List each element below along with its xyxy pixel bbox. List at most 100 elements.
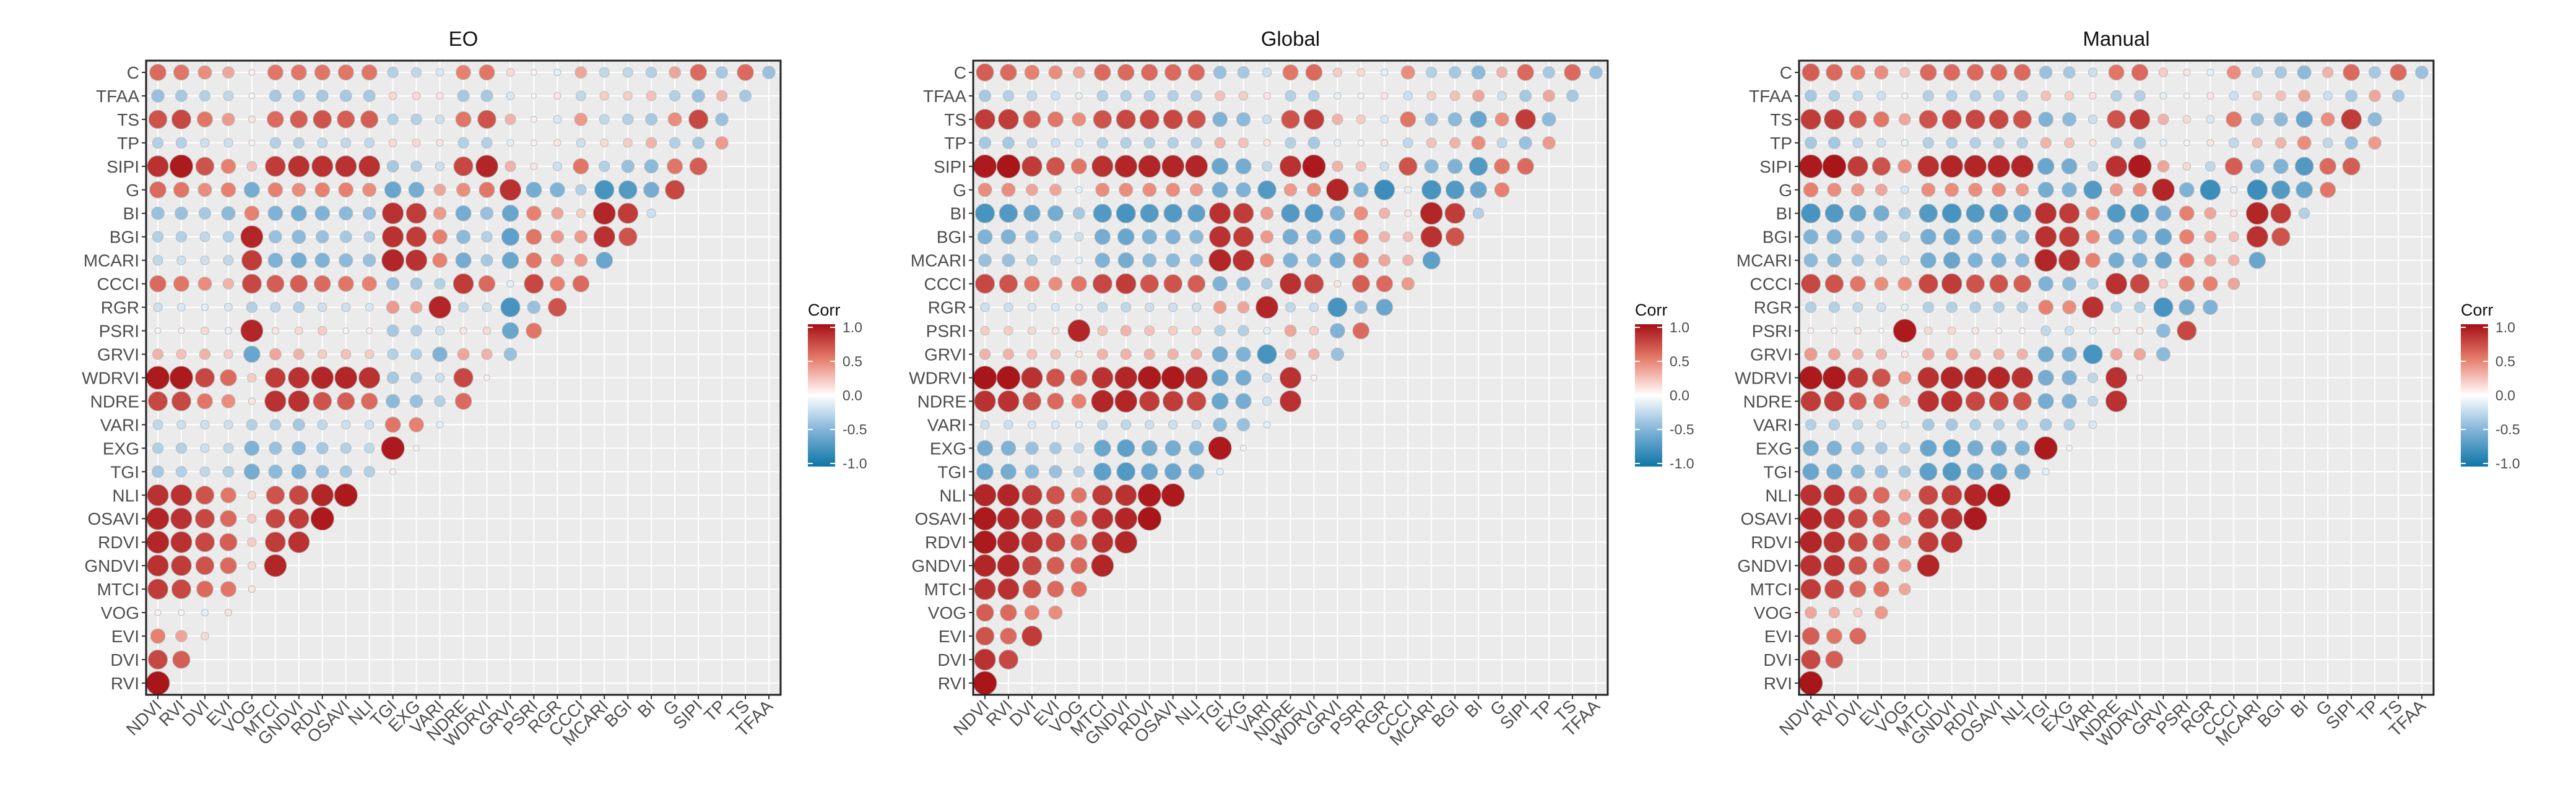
corr-circle-ccci-nli xyxy=(2013,275,2032,293)
corr-circle-bgi-bgi xyxy=(618,227,638,247)
corr-circle-bi-mcari xyxy=(592,202,616,225)
corr-circle-c-ndvi xyxy=(1802,63,1820,82)
corr-circle-grvi-exg xyxy=(410,348,422,360)
corr-circle-tp-bgi xyxy=(1449,137,1461,149)
corr-circle-rgr-rgr xyxy=(1376,298,1394,316)
corr-circle-wdrvi-gndvi xyxy=(1114,366,1138,389)
corr-circle-ts-bgi xyxy=(1447,112,1462,127)
corr-circle-evi-dvi xyxy=(1021,626,1043,647)
corr-circle-ts-rgr xyxy=(2206,115,2215,124)
corr-circle-bgi-grvi xyxy=(1329,228,1346,245)
corr-circle-bi-rgr xyxy=(2204,207,2217,220)
corr-circle-exg-evi xyxy=(223,442,234,454)
corr-circle-mcari-gndvi xyxy=(1117,252,1134,269)
corr-circle-exg-exg xyxy=(1240,445,1247,452)
corr-circle-ndre-evi xyxy=(1047,392,1064,410)
corr-circle-rdvi-dvi xyxy=(194,532,215,553)
corr-circle-sipi-dvi xyxy=(1847,155,1868,177)
corr-circle-exg-dvi xyxy=(1025,441,1039,455)
corr-circle-grvi-exg xyxy=(2062,347,2077,362)
corr-circle-c-gndvi xyxy=(1943,64,1961,81)
corr-circle-bi-exg xyxy=(405,202,427,224)
corr-circle-g-g xyxy=(1494,182,1510,198)
corr-circle-gndvi-mtci xyxy=(264,554,287,577)
corr-circle-exg-evi xyxy=(1875,442,1888,455)
corr-circle-vari-vog xyxy=(1075,421,1083,429)
corr-circle-sipi-ccci xyxy=(573,158,589,174)
corr-circle-mcari-rgr xyxy=(2204,254,2217,267)
corr-circle-tgi-dvi xyxy=(199,466,210,477)
corr-circle-tp-osavi xyxy=(1993,137,2005,149)
corr-circle-bgi-exg xyxy=(405,226,427,248)
corr-circle-sipi-ndvi xyxy=(147,155,169,178)
corr-circle-wdrvi-rdvi xyxy=(1964,366,1987,389)
corr-circle-mcari-rvi xyxy=(1002,254,1015,267)
corr-circle-ts-vari xyxy=(435,114,445,124)
corr-circle-bi-wdrvi xyxy=(1304,204,1324,223)
corr-circle-c-ccci xyxy=(1400,65,1415,80)
corr-circle-tp-evi xyxy=(223,138,233,148)
corr-circle-ts-rvi xyxy=(998,109,1019,130)
y-tick-label: PSRI xyxy=(99,322,139,341)
corr-circle-rvi-ndvi xyxy=(145,671,170,695)
corr-circle-mcari-gndvi xyxy=(290,252,307,269)
corr-circle-tfaa-dvi xyxy=(1026,90,1038,101)
corr-circle-tfaa-tgi xyxy=(2040,90,2052,101)
corr-circle-wdrvi-vari xyxy=(1262,372,1272,383)
corr-circle-psri-tgi xyxy=(1214,325,1226,337)
corr-circle-ccci-rdvi xyxy=(1140,274,1159,293)
corr-circle-tfaa-bgi xyxy=(623,91,633,101)
y-tick-label: NDRE xyxy=(90,392,139,411)
corr-circle-tgi-vog xyxy=(1073,466,1085,478)
corr-circle-ts-rdvi xyxy=(313,110,332,129)
corr-circle-c-ccci xyxy=(575,66,588,79)
corr-circle-c-mtci xyxy=(1094,64,1111,81)
corr-circle-rdvi-mtci xyxy=(1917,532,1939,553)
corr-circle-mcari-ndre xyxy=(1283,252,1298,269)
corr-circle-tp-vog xyxy=(248,139,256,147)
y-tick-label: MTCI xyxy=(97,580,139,599)
corr-circle-ts-dvi xyxy=(196,111,213,127)
corr-circle-ts-bi xyxy=(1470,111,1487,128)
corr-circle-ndre-ndre xyxy=(1279,390,1302,413)
corr-circle-sipi-bgi xyxy=(2273,158,2289,174)
corr-circle-tp-nli xyxy=(2016,137,2028,149)
panel-eo: EOCTFAATSTPSIPIGBIBGIMCARICCCIRGRPSRIGRV… xyxy=(82,27,867,751)
corr-circle-evi-ndvi xyxy=(150,628,166,644)
corr-circle-tfaa-ccci xyxy=(575,90,586,101)
corr-circle-ts-wdrvi xyxy=(477,110,497,129)
corr-circle-sipi-dvi xyxy=(1021,155,1043,177)
corr-circle-rgr-tgi xyxy=(1213,300,1227,314)
y-tick-label: NDRE xyxy=(917,392,966,411)
corr-circle-mcari-tgi xyxy=(1208,249,1232,272)
corr-circle-sipi-bgi xyxy=(1447,158,1463,174)
y-tick-label: EVI xyxy=(111,627,139,646)
corr-circle-c-vog xyxy=(1072,66,1085,79)
corr-circle-nli-mtci xyxy=(266,486,285,505)
corr-circle-vari-tgi xyxy=(1213,417,1228,432)
corr-circle-rdvi-gndvi xyxy=(1114,530,1138,554)
corr-circle-tfaa-bgi xyxy=(2275,90,2286,101)
corr-circle-ndre-dvi xyxy=(1022,392,1042,411)
corr-circle-grvi-ndvi xyxy=(1804,347,1818,361)
corr-circle-ndre-ndre xyxy=(2105,390,2128,413)
corr-circle-sipi-mtci xyxy=(1091,155,1114,178)
corr-circle-tgi-ndvi xyxy=(976,463,994,481)
corr-circle-tfaa-osavi xyxy=(339,90,352,102)
x-tick-labels: NDVIRVIDVIEVIVOGMTCIGNDVIRDVIOSAVINLITGI… xyxy=(123,694,776,751)
corr-circle-bi-mtci xyxy=(267,205,284,222)
corr-circle-ts-rdvi xyxy=(1139,109,1160,129)
corr-circle-c-evi xyxy=(222,66,235,79)
y-tick-label: TP xyxy=(117,134,139,153)
y-tick-label: PSRI xyxy=(1752,322,1792,341)
corr-circle-sipi-vari xyxy=(435,161,445,171)
corr-circle-vari-osavi xyxy=(1168,420,1178,430)
corr-circle-ts-ccci xyxy=(574,113,588,126)
corr-circle-mcari-rgr xyxy=(550,254,564,267)
corr-circle-bi-dvi xyxy=(199,207,211,220)
corr-circle-tp-evi xyxy=(1051,138,1060,148)
corr-circle-bgi-rvi xyxy=(1826,229,1842,245)
corr-circle-grvi-wdrvi xyxy=(1308,348,1320,360)
corr-circle-exg-ndvi xyxy=(152,442,164,454)
corr-circle-exg-rvi xyxy=(175,442,187,454)
